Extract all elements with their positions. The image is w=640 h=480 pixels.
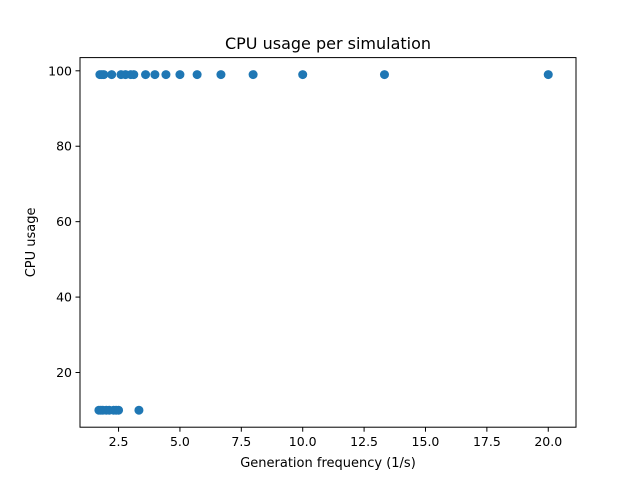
y-tick-label: 100 — [48, 63, 72, 78]
x-tick-label: 12.5 — [350, 434, 378, 449]
y-axis-label: CPU usage — [24, 208, 39, 278]
x-tick-label: 2.5 — [109, 434, 129, 449]
y-tick-label: 80 — [56, 139, 72, 154]
data-point — [161, 70, 171, 80]
data-point — [175, 70, 185, 80]
plot-frame — [79, 57, 577, 428]
data-point — [114, 405, 124, 415]
data-point — [129, 70, 139, 80]
x-tick-label: 10.0 — [289, 434, 317, 449]
data-point — [543, 70, 553, 80]
data-point — [248, 70, 258, 80]
data-point — [150, 70, 160, 80]
y-tick-label: 60 — [56, 214, 72, 229]
y-tick-label: 20 — [56, 365, 72, 380]
chart-title: CPU usage per simulation — [225, 34, 431, 53]
x-tick-label: 20.0 — [534, 434, 562, 449]
x-axis-label: Generation frequency (1/s) — [240, 456, 416, 471]
data-point — [379, 70, 389, 80]
data-points — [94, 70, 553, 415]
x-tick-label: 17.5 — [473, 434, 501, 449]
data-point — [134, 405, 144, 415]
x-tick-label: 7.5 — [231, 434, 251, 449]
x-tick-label: 5.0 — [170, 434, 190, 449]
y-tick-label: 40 — [56, 290, 72, 305]
x-tick-label: 15.0 — [412, 434, 440, 449]
x-axis-ticks: 2.5 5.0 7.5 10.0 12.5 15.0 17.5 20.0 — [109, 427, 562, 449]
data-point — [141, 70, 151, 80]
data-point — [107, 70, 117, 80]
data-point — [99, 70, 109, 80]
data-point — [298, 70, 308, 80]
y-axis-ticks: 20 40 60 80 100 — [48, 63, 80, 380]
data-point — [216, 70, 226, 80]
data-point — [192, 70, 202, 80]
